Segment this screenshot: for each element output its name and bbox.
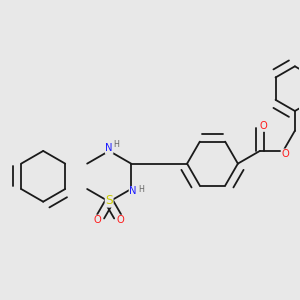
Text: O: O [94,215,101,225]
Text: S: S [105,194,113,207]
Text: H: H [139,185,145,194]
Text: N: N [129,187,137,196]
Text: N: N [105,143,113,154]
Text: H: H [113,140,119,149]
Text: O: O [281,149,289,159]
Text: O: O [260,121,267,131]
Text: O: O [117,215,124,225]
